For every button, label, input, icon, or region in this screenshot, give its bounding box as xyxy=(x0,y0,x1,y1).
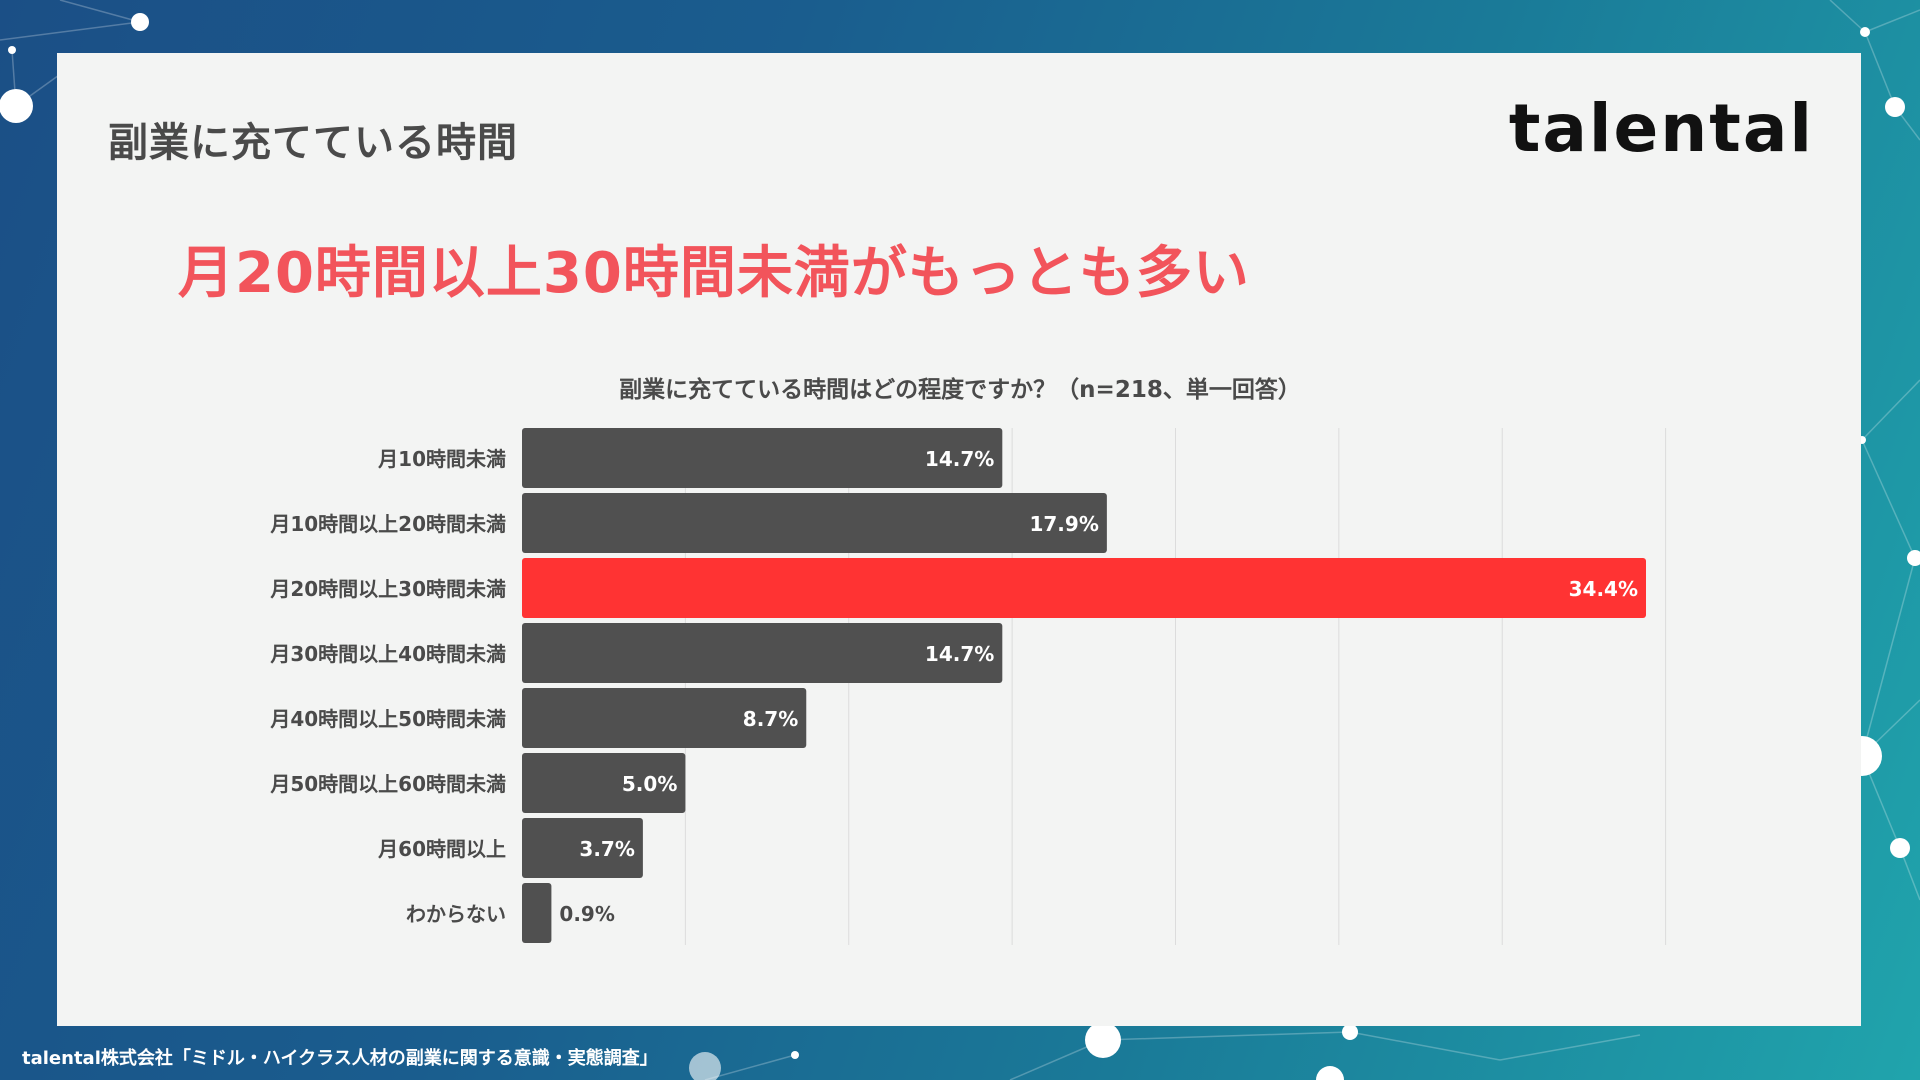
bar xyxy=(522,883,552,943)
bar xyxy=(522,623,1003,683)
data-label: 3.7% xyxy=(579,837,634,861)
bar xyxy=(522,818,643,878)
category-label: 月30時間以上40時間未満 xyxy=(269,642,506,666)
talental-logo: talental xyxy=(1508,90,1814,167)
bar xyxy=(522,428,1003,488)
bar xyxy=(522,493,1107,553)
category-label: 月50時間以上60時間未満 xyxy=(269,772,506,796)
data-label: 34.4% xyxy=(1569,577,1638,601)
page-title: 副業に充てている時間 xyxy=(108,120,518,166)
category-label: 月40時間以上50時間未満 xyxy=(269,707,506,731)
data-label: 14.7% xyxy=(925,447,994,471)
data-label: 8.7% xyxy=(743,707,798,731)
bar xyxy=(522,753,686,813)
bar xyxy=(522,558,1646,618)
category-label: 月10時間以上20時間未満 xyxy=(269,512,506,536)
category-label: 月20時間以上30時間未満 xyxy=(269,577,506,601)
source-footer: talental株式会社「ミドル・ハイクラス人材の副業に関する意識・実態調査」 xyxy=(22,1048,658,1069)
data-label: 0.9% xyxy=(559,902,614,926)
category-label: わからない xyxy=(406,902,506,926)
category-label: 月10時間未満 xyxy=(377,447,506,471)
bars: 月10時間未満 14.7% 月10時間以上20時間未満 17.9% 月20時間以上30時… xyxy=(269,428,1646,943)
bar xyxy=(522,688,807,748)
chart-title: 副業に充てている時間はどの程度ですか？（n=218、単一回答） xyxy=(619,377,1301,403)
headline: 月20時間以上30時間未満がもっとも多い xyxy=(178,241,1250,306)
data-label: 17.9% xyxy=(1029,512,1098,536)
data-label: 14.7% xyxy=(925,642,994,666)
category-label: 月60時間以上 xyxy=(377,837,506,861)
data-label: 5.0% xyxy=(622,772,677,796)
